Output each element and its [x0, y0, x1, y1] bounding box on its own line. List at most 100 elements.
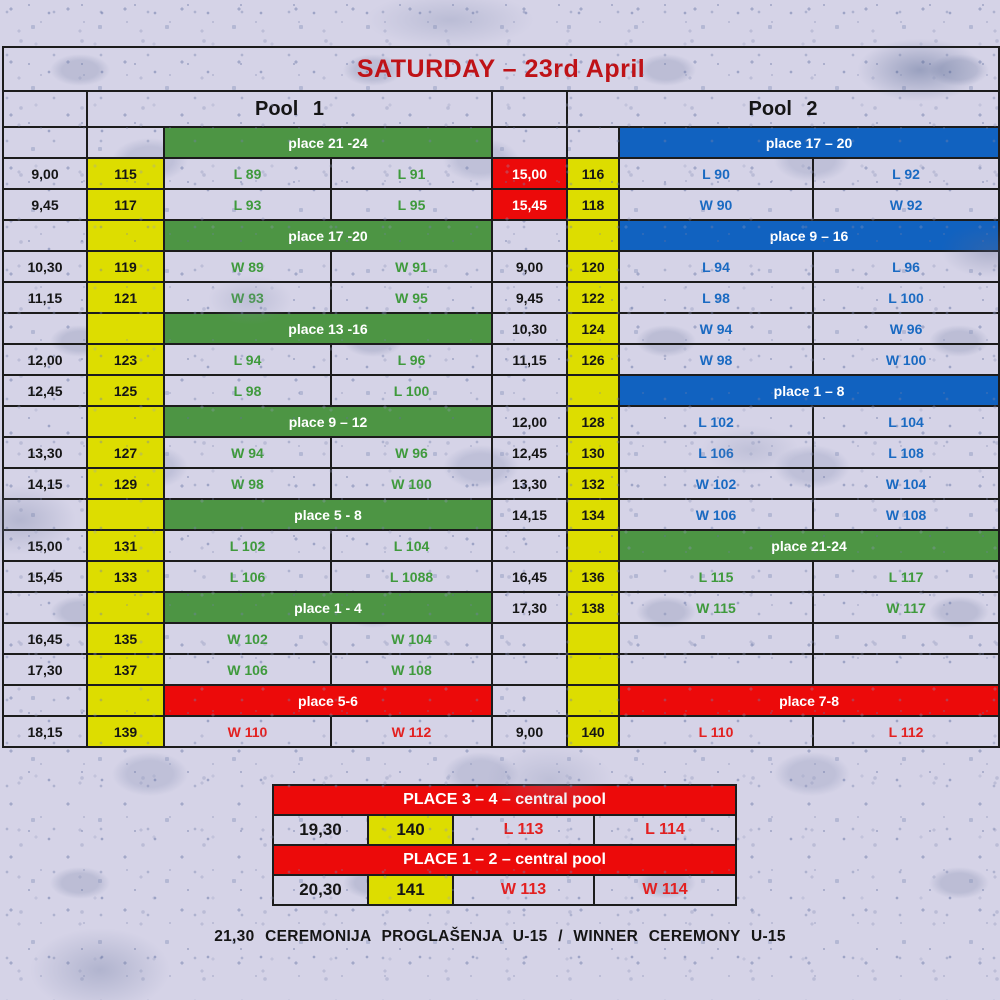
pool1-match-code-cell: L 94 [163, 343, 332, 376]
schedule-row: 17,30 137 W 106 W 108 [2, 653, 1000, 686]
pool1-match-number-cell: 137 [86, 653, 165, 686]
pool2-time-cell: 9,45 [491, 281, 568, 314]
pool2-time-cell [491, 653, 568, 686]
pool1-place-banner: place 5-6 [163, 684, 493, 717]
pool1-match-code-cell: W 108 [330, 653, 493, 686]
pool2-match-number-cell: 126 [566, 343, 620, 376]
central-match-code-cell: L 113 [452, 814, 595, 846]
pool1-match-code-cell: W 94 [163, 436, 332, 469]
pool2-match-number-cell [566, 374, 620, 407]
central-schedule-row: PLACE 3 – 4 – central pool [271, 784, 738, 816]
main-table-body: place 21 -24 place 17 – 20 9,00 115 L 89 L 91… [2, 126, 1000, 748]
pool1-match-code-cell: L 100 [330, 374, 493, 407]
pool2-time-cell [491, 529, 568, 562]
pool2-match-number-cell: 122 [566, 281, 620, 314]
pool1-place-banner: place 17 -20 [163, 219, 493, 252]
pool1-match-code-cell: W 106 [163, 653, 332, 686]
pool2-time-cell [491, 219, 568, 252]
pool1-match-code-cell: W 112 [330, 715, 493, 748]
pool1-time-cell: 17,30 [2, 653, 88, 686]
pool2-match-number-cell [566, 684, 620, 717]
pool2-place-banner: place 9 – 16 [617, 219, 1000, 252]
pool2-match-code-cell [618, 622, 814, 655]
central-schedule-row: 20,30 141 W 113 W 114 [272, 874, 738, 906]
central-match-code-cell: W 113 [452, 874, 595, 906]
pool1-time-cell [2, 498, 88, 531]
schedule-row: 12,45 125 L 98 L 100 place 1 – 8 [2, 374, 1000, 407]
pool1-match-number-cell [86, 219, 165, 252]
pool2-match-code-cell: L 106 [618, 436, 814, 469]
pool1-match-number-cell [86, 126, 165, 159]
pool1-time-cell: 13,30 [2, 436, 88, 469]
pool1-match-code-cell: L 104 [330, 529, 493, 562]
pool1-match-code-cell: L 106 [163, 560, 332, 593]
pool1-place-banner: place 5 - 8 [163, 498, 493, 531]
pool1-time-cell: 9,45 [2, 188, 88, 221]
pool1-match-number-cell [86, 684, 165, 717]
pool2-place-banner: place 17 – 20 [617, 126, 1000, 159]
pool1-match-code-cell: W 104 [330, 622, 493, 655]
pool1-match-code-cell: W 89 [163, 250, 332, 283]
pool1-match-number-cell: 133 [86, 560, 165, 593]
pool1-time-cell [2, 684, 88, 717]
schedule-row: 11,15 121 W 93 W 95 9,45 122 L 98 L 100 [2, 281, 1000, 314]
pool2-match-number-cell: 120 [566, 250, 620, 283]
pool2-match-number-cell: 118 [566, 188, 620, 221]
pool1-time-cell: 10,30 [2, 250, 88, 283]
schedule-row: 16,45 135 W 102 W 104 [2, 622, 1000, 655]
central-match-number-cell: 140 [367, 814, 454, 846]
pool2-match-number-cell: 116 [566, 157, 620, 190]
central-schedule-row: PLACE 1 – 2 – central pool [271, 844, 738, 876]
central-time-cell: 19,30 [272, 814, 369, 846]
pool1-time-cell: 15,45 [2, 560, 88, 593]
pool2-match-number-cell: 140 [566, 715, 620, 748]
pool1-match-number-cell: 131 [86, 529, 165, 562]
pool2-time-cell [491, 684, 568, 717]
pool2-time-cell: 15,45 [491, 188, 568, 221]
pool2-place-banner: place 1 – 8 [617, 374, 1000, 407]
pool1-time-cell: 18,15 [2, 715, 88, 748]
pool1-match-number-cell: 121 [86, 281, 165, 314]
central-pool-table: PLACE 3 – 4 – central pool 19,30 140 L 113 L… [271, 784, 738, 906]
pool1-match-code-cell: W 98 [163, 467, 332, 500]
schedule-row: place 13 -16 10,30 124 W 94 W 96 [2, 312, 1000, 345]
pool2-match-code-cell: W 115 [618, 591, 814, 624]
main-schedule-table: SATURDAY – 23rd April Pool 1 Pool 2 plac… [1, 46, 1000, 748]
pool2-match-code-cell: L 94 [618, 250, 814, 283]
central-match-number-cell: 141 [367, 874, 454, 906]
pool2-match-code-cell: W 90 [618, 188, 814, 221]
pool1-place-banner: place 13 -16 [163, 312, 493, 345]
pool2-match-number-cell [566, 219, 620, 252]
pool2-match-number-cell: 130 [566, 436, 620, 469]
pool1-place-banner: place 9 – 12 [163, 405, 493, 438]
pool2-time-cell: 12,45 [491, 436, 568, 469]
pool2-match-code-cell: L 104 [811, 405, 1000, 438]
pool2-match-code-cell: L 100 [811, 281, 1000, 314]
pool2-time-cell: 17,30 [491, 591, 568, 624]
central-match-code-cell: W 114 [592, 874, 738, 906]
pool1-match-code-cell: W 96 [330, 436, 493, 469]
pool1-match-number-cell: 119 [86, 250, 165, 283]
pool2-match-code-cell: L 115 [618, 560, 814, 593]
schedule-row: 15,45 133 L 106 L 1088 16,45 136 L 115 L 117 [2, 560, 1000, 593]
pool2-match-code-cell: L 110 [618, 715, 814, 748]
schedule-row: 9,00 115 L 89 L 91 15,00 116 L 90 L 92 [2, 157, 1000, 190]
pool1-time-cell: 11,15 [2, 281, 88, 314]
pool2-match-number-cell: 134 [566, 498, 620, 531]
schedule-row: place 5 - 8 14,15 134 W 106 W 108 [2, 498, 1000, 531]
pool2-time-cell [491, 374, 568, 407]
pool2-match-number-cell: 124 [566, 312, 620, 345]
pool2-time-header-spacer [491, 90, 568, 128]
pool1-time-cell: 14,15 [2, 467, 88, 500]
pool2-match-code-cell: L 92 [811, 157, 1000, 190]
pool2-match-code-cell: W 108 [811, 498, 1000, 531]
pool2-match-code-cell: W 102 [618, 467, 814, 500]
pool1-match-code-cell: L 95 [330, 188, 493, 221]
pool1-match-number-cell: 127 [86, 436, 165, 469]
pool2-time-cell: 10,30 [491, 312, 568, 345]
pool1-match-number-cell: 115 [86, 157, 165, 190]
pool2-match-code-cell: W 104 [811, 467, 1000, 500]
pool1-match-code-cell: W 93 [163, 281, 332, 314]
pool1-match-number-cell [86, 498, 165, 531]
